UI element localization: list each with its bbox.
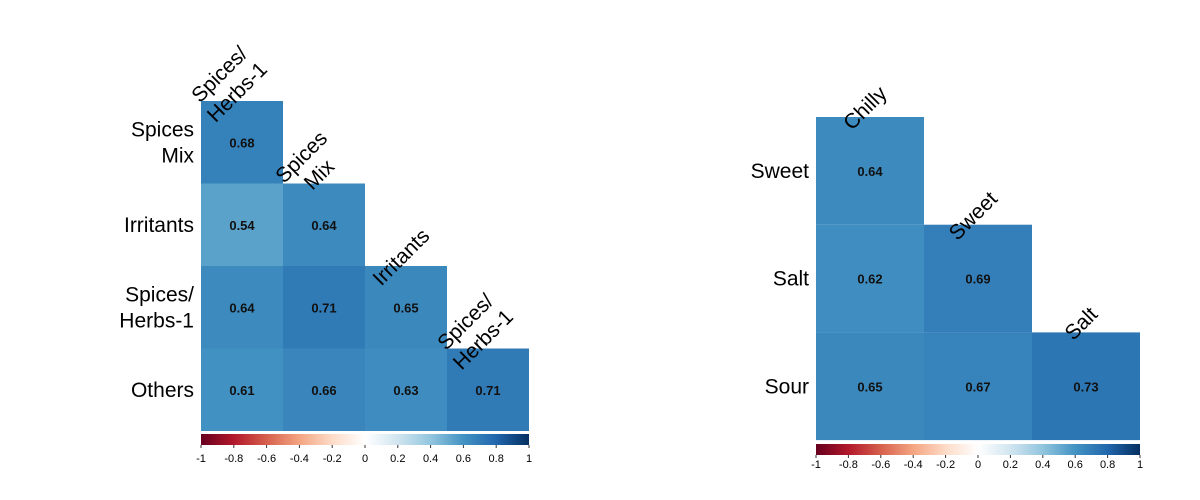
cell-value-label: 0.64 — [857, 164, 883, 179]
heatmap-cell — [924, 224, 1032, 333]
cell-value-label: 0.73 — [1073, 379, 1098, 394]
cell-value-label: 0.62 — [857, 272, 882, 287]
heatmap-left: 0.680.54 0.640.64 0.71 0.650.61 0.66 0.63 0.71… — [119, 42, 532, 465]
heatmap-cell — [1032, 332, 1140, 441]
cell-value-label: 0.66 — [311, 383, 336, 398]
colorbar-tick-label: -0.4 — [904, 459, 923, 471]
cell-value-label: 0.65 — [857, 379, 882, 394]
colorbar-tick-label: 1 — [1137, 459, 1143, 471]
colorbar-tick-label: -0.8 — [224, 453, 243, 465]
heatmap-cell — [283, 266, 365, 349]
heatmap-cell — [201, 266, 283, 349]
cell-value-label: 0.65 — [393, 300, 418, 315]
heatmap-cell — [447, 348, 529, 431]
colorbar-tick-label: 0.6 — [456, 453, 471, 465]
colorbar-tick-label: -0.2 — [936, 459, 955, 471]
row-label: Spices/Herbs-1 — [119, 283, 194, 332]
cell-value-label: 0.71 — [311, 300, 336, 315]
heatmap-right: 0.640.62 0.690.65 0.67 0.73SweetSaltSourChi… — [751, 82, 1143, 471]
cell-value-label: 0.64 — [229, 300, 255, 315]
heatmap-cell — [283, 183, 365, 266]
colorbar-tick-label: -0.4 — [290, 453, 309, 465]
colorbar-tick-label: 0.4 — [423, 453, 438, 465]
colorbar-tick-label: 0 — [362, 453, 368, 465]
colorbar-tick-label: 0.2 — [390, 453, 405, 465]
row-label: Spices Mix — [131, 118, 195, 167]
colorbar-tick-label: 0.2 — [1003, 459, 1018, 471]
cell-value-label: 0.67 — [965, 379, 990, 394]
colorbar-tick-label: -0.8 — [839, 459, 858, 471]
cell-value-label: 0.64 — [311, 218, 337, 233]
colorbar-tick-label: -0.6 — [871, 459, 890, 471]
colorbar-tick-label: 0 — [975, 459, 981, 471]
cell-value-label: 0.61 — [229, 383, 254, 398]
row-label: Others — [131, 379, 194, 402]
row-label: Irritants — [124, 214, 194, 237]
colorbar-tick-label: -0.2 — [323, 453, 342, 465]
cell-value-label: 0.63 — [393, 383, 418, 398]
cell-value-label: 0.54 — [229, 218, 255, 233]
row-label: Sour — [765, 375, 809, 398]
colorbar-tick-label: 0.8 — [1100, 459, 1115, 471]
colorbar-tick-label: 0.6 — [1068, 459, 1083, 471]
cell-value-label: 0.69 — [965, 272, 990, 287]
colorbar-tick-label: 0.8 — [489, 453, 504, 465]
colorbar — [201, 434, 529, 445]
heatmap-cell — [924, 332, 1032, 441]
heatmap-cell — [283, 348, 365, 431]
heatmap-cell — [816, 332, 924, 441]
heatmap-cell — [365, 348, 447, 431]
cell-value-label: 0.68 — [229, 135, 254, 150]
heatmap-cell — [201, 183, 283, 266]
colorbar-tick-label: 0.4 — [1035, 459, 1050, 471]
colorbar-tick-label: -1 — [196, 453, 206, 465]
cell-value-label: 0.71 — [475, 383, 500, 398]
row-label: Salt — [773, 268, 809, 291]
heatmap-cell — [365, 266, 447, 349]
heatmap-cell — [816, 224, 924, 333]
colorbar-tick-label: -0.6 — [257, 453, 276, 465]
colorbar — [816, 444, 1140, 455]
heatmap-cell — [816, 117, 924, 225]
row-label: Sweet — [751, 160, 810, 183]
colorbar-tick-label: -1 — [811, 459, 821, 471]
colorbar-tick-label: 1 — [526, 453, 532, 465]
heatmap-cell — [201, 348, 283, 431]
heatmap-cell — [201, 101, 283, 184]
